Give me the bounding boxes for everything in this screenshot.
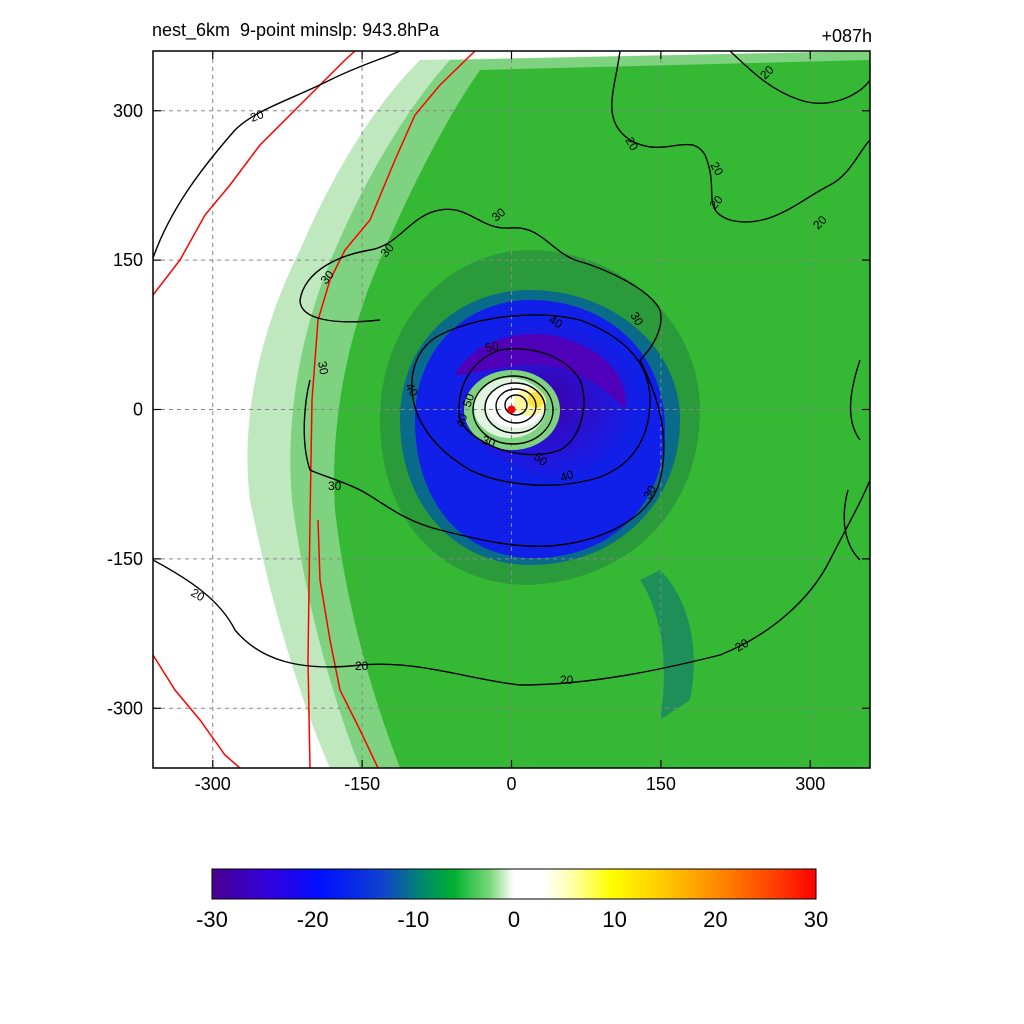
contour-inner-3 — [495, 388, 537, 424]
colorbar-tick-label: -20 — [297, 907, 329, 932]
contour-label: 20 — [248, 107, 266, 125]
x-tick-label: 300 — [795, 774, 825, 794]
y-tick-label: 300 — [113, 101, 143, 121]
contour-label: 20 — [622, 135, 641, 154]
contour-label: 30 — [627, 310, 646, 329]
chart-title: nest_6km 9-point minslp: 943.8hPa — [152, 20, 440, 40]
contour-label: 50 — [460, 391, 478, 409]
boundary-lines — [153, 51, 476, 768]
colorbar-ticks: -30 -20 -10 0 10 20 30 — [196, 907, 828, 932]
y-tick-label: 0 — [133, 400, 143, 420]
x-tick-label: -150 — [344, 774, 380, 794]
contour-labels: 20 20 20 20 20 20 20 20 20 20 30 30 30 3… — [189, 63, 830, 687]
boundary-line-3 — [153, 654, 241, 768]
contour-label: 20 — [733, 636, 752, 655]
contour-inner-4 — [504, 394, 528, 416]
contour-inner-2 — [484, 382, 546, 434]
boundary-line-2 — [307, 51, 476, 768]
colorbar-tick-label: 0 — [508, 907, 520, 932]
contour-20-outer-west — [153, 51, 401, 259]
contour-label: 30 — [640, 483, 659, 502]
x-tick-label: 150 — [646, 774, 676, 794]
contour-label: 30 — [315, 360, 331, 376]
contour-label: 30 — [480, 433, 498, 451]
contour-lines — [153, 51, 870, 686]
contour-label: 40 — [402, 381, 421, 400]
boundary-line-4 — [317, 519, 379, 768]
y-tick-label: -150 — [107, 549, 143, 569]
y-tick-label: -300 — [107, 698, 143, 718]
colorbar-tick-label: 10 — [602, 907, 626, 932]
contour-label: 20 — [707, 160, 726, 179]
contour-20-south — [153, 479, 870, 686]
y-tick-label: 150 — [113, 250, 143, 270]
contour-label: 30 — [328, 479, 342, 493]
contour-label: 20 — [560, 673, 574, 687]
forecast-hour: +087h — [821, 26, 872, 46]
boundary-line-1 — [153, 51, 356, 296]
contour-inner-1 — [472, 375, 554, 445]
storm-center-marker — [507, 405, 516, 414]
x-tick-label: 0 — [506, 774, 516, 794]
contour-20-ne-loop — [729, 51, 870, 104]
contour-label: 40 — [547, 312, 566, 331]
x-axis: -300 -150 0 150 300 — [195, 51, 825, 794]
colorbar — [211, 868, 817, 900]
contour-label: 20 — [355, 659, 369, 673]
contour-40 — [411, 314, 651, 486]
contour-30-east — [843, 359, 861, 561]
contour-label: 20 — [189, 585, 208, 604]
contour-label: 40 — [453, 411, 471, 429]
y-axis: 300 150 0 -150 -300 — [107, 101, 870, 718]
x-tick-label: -300 — [195, 774, 231, 794]
colorbar-tick-label: -10 — [397, 907, 429, 932]
contour-30 — [299, 208, 665, 548]
contour-20-northeast — [611, 51, 870, 223]
colorbar-tick-label: -30 — [196, 907, 228, 932]
colorbar-tick-label: 30 — [804, 907, 828, 932]
contour-50 — [458, 348, 585, 456]
colorbar-tick-label: 20 — [703, 907, 727, 932]
contour-label: 50 — [484, 339, 500, 355]
contour-label: 40 — [558, 467, 576, 485]
